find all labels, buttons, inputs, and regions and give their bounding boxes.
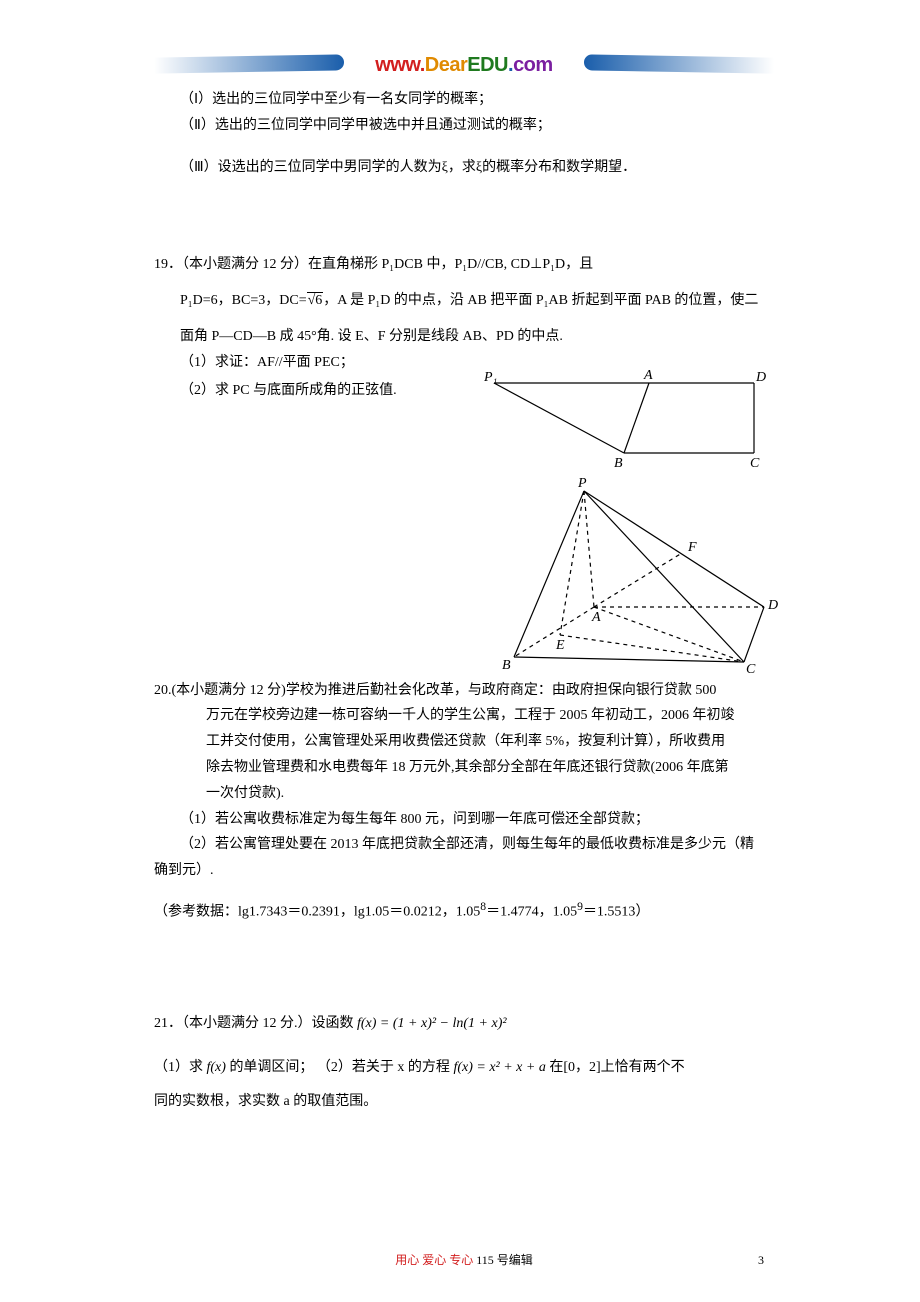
q20-sub1: （1）若公寓收费标准定为每生每年 800 元，问到哪一年底可偿还全部贷款； xyxy=(154,808,774,832)
banner-url: www.DearEDU.com xyxy=(154,48,774,82)
label-P: P xyxy=(577,477,587,491)
q19-number: 19． xyxy=(154,257,182,272)
banner-part-3: EDU xyxy=(467,54,508,76)
q19-diagram-3d: P F D A E B C xyxy=(484,477,784,677)
label-F: F xyxy=(687,540,697,555)
q19-sub2: （2）求 PC 与底面所成角的正弦值. xyxy=(154,379,397,403)
q18-part3: （Ⅲ）设选出的三位同学中男同学的人数为ξ，求ξ的概率分布和数学期望． xyxy=(154,156,774,180)
q21-sub1: （1）求 f(x) 的单调区间； （2）若关于 x 的方程 f(x) = x² … xyxy=(154,1056,774,1080)
q20-ref: （参考数据：lg1.7343＝0.2391，lg1.05＝0.0212，1.05… xyxy=(154,897,774,924)
label-D: D xyxy=(755,370,766,385)
footer-red-text: 用心 爱心 专心 xyxy=(395,1253,473,1267)
q20-l2: 万元在学校旁边建一栋可容纳一千人的学生公寓，工程于 2005 年初动工，2006… xyxy=(154,704,774,728)
q18-part1: （Ⅰ）选出的三位同学中至少有一名女同学的概率； xyxy=(154,88,774,112)
banner-part-5: com xyxy=(513,54,553,76)
label-B: B xyxy=(502,658,511,673)
label-E: E xyxy=(555,638,565,653)
footer-black-text: 115 号编辑 xyxy=(473,1253,533,1267)
q20-sub2b: 确到元）. xyxy=(154,859,774,883)
banner-part-1: www. xyxy=(375,54,424,76)
q20-number: 20. xyxy=(154,683,172,698)
footer-center: 用心 爱心 专心 115 号编辑 xyxy=(154,1250,774,1270)
footer-page-number: 3 xyxy=(758,1250,764,1270)
q20-l5: 一次付贷款). xyxy=(154,782,774,806)
q20-l4: 除去物业管理费和水电费每年 18 万元外,其余部分全部在年底还银行贷款(2006… xyxy=(154,756,774,780)
q19-header: 19．（本小题满分 12 分）在直角梯形 P₁DCB 中，P₁D//CB, CD… xyxy=(154,253,774,277)
header-banner: www.DearEDU.com xyxy=(154,48,774,82)
q21-header: 21．（本小题满分 12 分.）设函数 f(x) = (1 + x)² − ln… xyxy=(154,1012,774,1036)
q19-diagram-flat: P₁ A D B C xyxy=(484,369,774,469)
q21-number: 21． xyxy=(154,1016,182,1031)
q21-sub2: 同的实数根，求实数 a 的取值范围。 xyxy=(154,1090,774,1114)
q19-line2: P₁D=6，BC=3，DC=√6，A 是 P₁D 的中点，沿 AB 把平面 P₁… xyxy=(154,289,774,313)
q20-l3: 工并交付使用，公寓管理处采用收费偿还贷款（年利率 5%，按复利计算），所收费用 xyxy=(154,730,774,754)
label-C: C xyxy=(746,662,756,677)
q18-part2: （Ⅱ）选出的三位同学中同学甲被选中并且通过测试的概率； xyxy=(154,114,774,138)
label-P1: P₁ xyxy=(484,370,497,385)
q20-header: 20.(本小题满分 12 分)学校为推进后勤社会化改革，与政府商定：由政府担保向… xyxy=(154,679,774,703)
q20-sub2a: （2）若公寓管理处要在 2013 年底把贷款全部还清，则每生每年的最低收费标准是… xyxy=(154,833,774,857)
q19-line3: 面角 P—CD—B 成 45°角. 设 E、F 分别是线段 AB、PD 的中点. xyxy=(154,325,774,349)
label-A: A xyxy=(591,610,601,625)
label-A: A xyxy=(643,369,653,383)
banner-part-2: Dear xyxy=(425,54,467,76)
label-D: D xyxy=(767,598,778,613)
